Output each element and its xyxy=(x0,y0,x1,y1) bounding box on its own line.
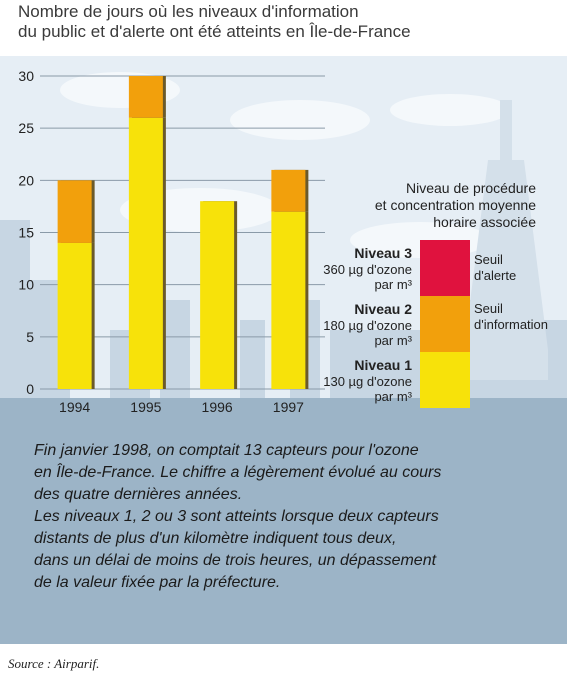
caption-line: en Île-de-France. Le chiffre a légèremen… xyxy=(34,464,442,481)
bar-segment xyxy=(200,201,235,389)
threshold-line: d'information xyxy=(474,317,549,332)
legend-title-line: et concentration moyenne xyxy=(374,197,536,213)
legend-title-line: Niveau de procédure xyxy=(406,180,536,196)
eiffel-tower-illustration xyxy=(464,100,548,380)
caption-line: de la valeur fixée par la préfecture. xyxy=(34,574,281,591)
x-axis: 1994 1995 1996 1997 xyxy=(59,399,304,415)
legend-item-value: 180 µg d'ozone xyxy=(323,318,412,333)
text-panel xyxy=(0,398,567,644)
chart-title-line: du public et d'alerte ont été atteints e… xyxy=(18,22,411,41)
legend-item-niveau-1: Niveau 1 130 µg d'ozone par m³ xyxy=(302,357,412,404)
caption-line: Fin janvier 1998, on comptait 13 capteur… xyxy=(34,442,419,459)
legend-item-name: Niveau 3 xyxy=(354,245,412,261)
legend-swatch xyxy=(420,296,470,352)
city-silhouette xyxy=(0,220,567,400)
x-tick-label: 1996 xyxy=(202,399,233,415)
legend-item-name: Niveau 2 xyxy=(354,301,412,317)
y-tick-label: 25 xyxy=(18,120,34,136)
legend-item-value: 130 µg d'ozone xyxy=(323,374,412,389)
threshold-line: Seuil xyxy=(474,301,503,316)
bar-segment xyxy=(57,242,92,389)
legend-title-line: horaire associée xyxy=(433,214,536,230)
caption-line: distants de plus d'un kilomètre indiquen… xyxy=(34,530,397,547)
threshold-label-alerte: Seuil d'alerte xyxy=(474,252,516,284)
threshold-line: Seuil xyxy=(474,252,503,267)
y-tick-label: 30 xyxy=(18,68,34,84)
legend-swatches xyxy=(420,240,470,408)
bars xyxy=(57,76,309,389)
bar-segment xyxy=(57,180,92,243)
caption-line: Les niveaux 1, 2 ou 3 sont atteints lors… xyxy=(34,508,439,525)
legend-item-unit: par m³ xyxy=(374,389,412,404)
x-tick-label: 1995 xyxy=(130,399,161,415)
threshold-line: d'alerte xyxy=(474,268,517,283)
legend-item-unit: par m³ xyxy=(374,277,412,292)
threshold-label-information: Seuil d'information xyxy=(474,301,548,333)
y-tick-label: 20 xyxy=(18,172,34,188)
y-tick-label: 15 xyxy=(18,225,34,241)
legend-item-niveau-2: Niveau 2 180 µg d'ozone par m³ xyxy=(302,301,412,348)
legend-item-name: Niveau 1 xyxy=(354,357,412,373)
caption-line: dans un délai de moins de trois heures, … xyxy=(34,552,437,569)
source-note: Source : Airparif. xyxy=(8,656,100,671)
caption-text: Fin janvier 1998, on comptait 13 capteur… xyxy=(34,440,554,594)
y-tick-label: 0 xyxy=(26,381,34,397)
caption-line: des quatre dernières années. xyxy=(34,486,243,503)
bar-segment xyxy=(128,76,163,118)
x-tick-label: 1994 xyxy=(59,399,90,415)
legend-item-niveau-3: Niveau 3 360 µg d'ozone par m³ xyxy=(302,245,412,292)
y-tick-label: 10 xyxy=(18,277,34,293)
legend-item-value: 360 µg d'ozone xyxy=(323,262,412,277)
bar-segment xyxy=(271,211,306,389)
y-tick-label: 5 xyxy=(26,329,34,345)
chart-title-line: Nombre de jours où les niveaux d'informa… xyxy=(18,2,359,21)
y-axis: 0 5 10 15 20 25 30 xyxy=(18,68,34,397)
bar-segment xyxy=(128,117,163,389)
bar-segment xyxy=(271,169,306,212)
legend-item-unit: par m³ xyxy=(374,333,412,348)
x-tick-label: 1997 xyxy=(273,399,304,415)
legend-swatch xyxy=(420,352,470,408)
legend-title: Niveau de procédure et concentration moy… xyxy=(330,180,536,231)
legend-swatch xyxy=(420,240,470,296)
chart-title: Nombre de jours où les niveaux d'informa… xyxy=(18,2,411,42)
